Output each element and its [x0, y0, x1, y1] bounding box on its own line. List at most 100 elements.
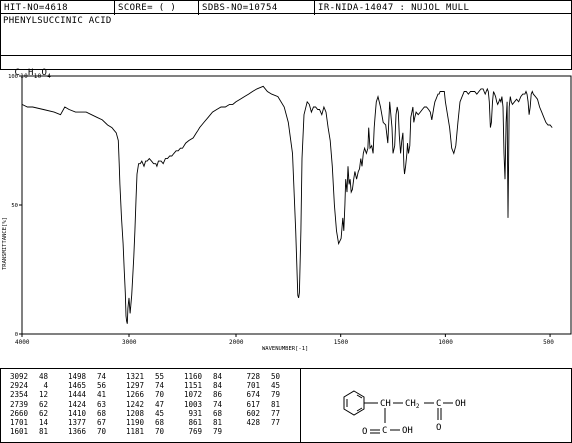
plot-frame [21, 75, 572, 335]
peak-row: 1242 47 [120, 400, 164, 409]
ch2-label: CH2 [405, 399, 420, 410]
peak-row: 701 45 [236, 381, 280, 390]
peak-wavenumber: 617 [246, 399, 260, 409]
peak-row: 2739 62 [4, 400, 48, 409]
peak-row: 1410 68 [62, 409, 106, 418]
peak-wavenumber: 1444 [67, 390, 86, 400]
peak-transmittance: 4 [43, 381, 48, 391]
peak-row: 1181 70 [120, 427, 164, 436]
peak-transmittance: 77 [270, 408, 280, 418]
peak-wavenumber: 1377 [67, 417, 86, 427]
peak-column: 1160 84 1151 84 1072 86 1003 74 931 68 861 81 769 79 [178, 372, 222, 436]
peak-transmittance: 84 [212, 372, 222, 381]
ir-info: IR-NIDA-14047 : NUJOL MULL [318, 3, 470, 13]
peak-transmittance: 45 [154, 408, 164, 418]
peak-column: 1321 55 1297 74 1266 70 1242 47 1208 45 1190 68 1181… [120, 372, 164, 436]
o2-label: O [362, 427, 367, 437]
peak-wavenumber: 2660 [9, 408, 28, 418]
header-bar: HIT-NO=4618 SCORE= ( ) SDBS-NO=10754 IR-… [0, 0, 572, 15]
peak-wavenumber: 1424 [67, 399, 86, 409]
peak-row: 2354 12 [4, 390, 48, 399]
peak-wavenumber: 674 [246, 390, 260, 400]
peak-transmittance: 70 [154, 427, 164, 437]
peak-transmittance: 79 [212, 427, 222, 437]
ch-label: CH [380, 399, 391, 409]
peak-row: 1701 14 [4, 418, 48, 427]
carboxyl-c2: C [382, 426, 387, 436]
peak-row: 602 77 [236, 409, 280, 418]
peak-transmittance: 81 [212, 417, 222, 427]
y-tick-label: 100 [8, 74, 18, 80]
peak-wavenumber: 861 [188, 417, 202, 427]
peak-row: 1424 63 [62, 400, 106, 409]
peak-row: 1498 74 [62, 372, 106, 381]
peak-wavenumber: 602 [246, 408, 260, 418]
peak-row: 1366 70 [62, 427, 106, 436]
y-axis-label: TRANSMITTANCE[%] [2, 217, 8, 270]
peak-wavenumber: 1321 [125, 372, 144, 381]
peak-transmittance: 68 [212, 408, 222, 418]
peak-wavenumber: 1465 [67, 381, 86, 391]
peak-row: 1465 56 [62, 381, 106, 390]
peak-wavenumber: 701 [246, 381, 260, 391]
peak-row: 861 81 [178, 418, 222, 427]
peak-wavenumber: 769 [188, 427, 202, 437]
x-tick-label: 1000 [438, 339, 453, 346]
compound-name: PHENYLSUCCINIC ACID [3, 16, 112, 26]
peak-row: 1297 74 [120, 381, 164, 390]
x-tick-label: 3000 [122, 339, 137, 346]
peak-row: 2660 62 [4, 409, 48, 418]
peak-wavenumber: 728 [246, 372, 260, 381]
peak-row: 617 81 [236, 400, 280, 409]
peak-transmittance: 74 [154, 381, 164, 391]
peak-wavenumber: 1072 [183, 390, 202, 400]
peak-wavenumber: 931 [188, 408, 202, 418]
peak-row: 2924 4 [4, 381, 48, 390]
peak-transmittance: 47 [154, 399, 164, 409]
peak-transmittance: 70 [96, 427, 106, 437]
sdbs-number: SDBS-NO=10754 [199, 1, 315, 15]
peak-row: 1160 84 [178, 372, 222, 381]
score: SCORE= ( ) [115, 1, 199, 15]
peak-wavenumber: 1181 [125, 427, 144, 437]
y-tick-label: 50 [11, 203, 18, 209]
peak-transmittance: 68 [96, 408, 106, 418]
peak-wavenumber: 1410 [67, 408, 86, 418]
peak-transmittance: 68 [154, 417, 164, 427]
peak-transmittance: 55 [154, 372, 164, 381]
peak-wavenumber: 1160 [183, 372, 202, 381]
peak-transmittance: 56 [96, 381, 106, 391]
peak-row: 1190 68 [120, 418, 164, 427]
peak-transmittance: 50 [270, 372, 280, 381]
peak-column: 3092 48 2924 4 2354 12 2739 62 2660 62 1701 14 1601 8… [4, 372, 48, 436]
peak-wavenumber: 1151 [183, 381, 202, 391]
peak-row: 428 77 [236, 418, 280, 427]
peak-transmittance: 48 [38, 372, 48, 381]
x-axis-label: WAVENUMBER[-1] [262, 346, 308, 352]
peak-column: 1498 74 1465 56 1444 41 1424 63 1410 68 1377 67 1366… [62, 372, 106, 436]
peak-wavenumber: 1208 [125, 408, 144, 418]
ir-spectrum-chart: 4000 3000 2000 1500 1000 500 0 50 100 TRANSMITT… [2, 74, 572, 352]
peak-row: 1151 84 [178, 381, 222, 390]
oh2-label: OH [402, 426, 413, 436]
y-tick-label: 0 [15, 332, 18, 338]
peak-transmittance: 62 [38, 408, 48, 418]
peak-transmittance: 45 [270, 381, 280, 391]
peak-transmittance: 86 [212, 390, 222, 400]
peak-transmittance: 14 [38, 417, 48, 427]
peak-transmittance: 74 [212, 399, 222, 409]
peak-transmittance: 74 [96, 372, 106, 381]
peak-row: 674 79 [236, 390, 280, 399]
formula-divider [0, 55, 572, 56]
hit-number: HIT-NO=4618 [1, 1, 115, 15]
o1-label: O [436, 423, 441, 433]
peak-wavenumber: 1297 [125, 381, 144, 391]
peak-transmittance: 79 [270, 390, 280, 400]
peak-wavenumber: 2354 [9, 390, 28, 400]
peak-wavenumber: 428 [246, 417, 260, 427]
peak-wavenumber: 3092 [9, 372, 28, 381]
peak-wavenumber: 1701 [9, 417, 28, 427]
x-tick-label: 4000 [15, 339, 30, 346]
peak-transmittance: 84 [212, 381, 222, 391]
peak-wavenumber: 1498 [67, 372, 86, 381]
